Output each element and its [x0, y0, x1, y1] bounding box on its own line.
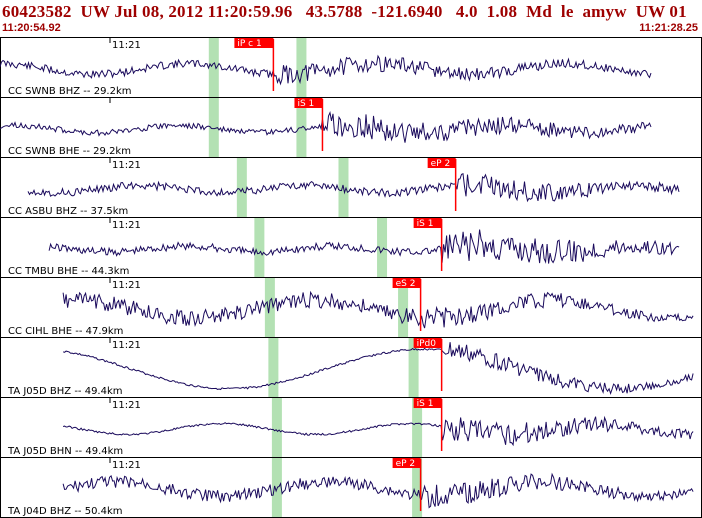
pick-label: eP 2 — [431, 159, 451, 169]
trace-panel[interactable]: 11:21 iPd0 TA J05D BHZ -- 49.4km — [0, 337, 702, 398]
waveform — [27, 172, 680, 203]
s-window-shade — [408, 338, 419, 397]
p-window-shade — [271, 458, 282, 517]
pick-label: iPd0 — [417, 339, 437, 349]
pick-marker[interactable] — [392, 458, 421, 468]
channel-label: CC CIHL BHE -- 47.9km — [8, 326, 123, 337]
pick-marker[interactable] — [392, 278, 421, 288]
waveform — [62, 415, 694, 447]
s-window-shade — [377, 218, 388, 277]
trace-panel[interactable]: 11:21 iS 1 TA J05D BHN -- 49.4km — [0, 397, 702, 458]
pick-label: iS 1 — [417, 219, 434, 229]
pick-label: eP 2 — [396, 459, 416, 469]
p-window-shade — [208, 98, 219, 157]
pick-label: iS 1 — [297, 99, 314, 109]
waveform — [62, 342, 694, 395]
time-tick-label: 11:21 — [112, 460, 141, 471]
channel-label: CC SWNB BHZ -- 29.2km — [8, 86, 132, 97]
trace-panel[interactable]: 11:21 eP 2 TA J04D BHZ -- 50.4km — [0, 457, 702, 518]
s-window-shade — [412, 458, 423, 517]
channel-label: TA J05D BHZ -- 49.4km — [7, 386, 123, 397]
seismogram-panel[interactable]: 11:21 iP c 1 CC SWNB BHZ -- 29.2km iS 1 CC S… — [0, 37, 702, 518]
seismogram-traces[interactable]: 11:21 iP c 1 CC SWNB BHZ -- 29.2km iS 1 CC S… — [0, 37, 702, 518]
waveform — [48, 229, 680, 264]
trace-panel[interactable]: 11:21 iP c 1 CC SWNB BHZ -- 29.2km — [0, 37, 702, 98]
time-tick-label: 11:21 — [112, 220, 141, 231]
panel-frame — [0, 217, 702, 278]
channel-label: CC TMBU BHE -- 44.3km — [8, 266, 129, 277]
time-start-label: 11:20:54.92 — [2, 22, 61, 34]
p-window-shade — [271, 398, 282, 457]
channel-label: TA J04D BHZ -- 50.4km — [7, 506, 123, 517]
pick-label: eS 2 — [396, 279, 416, 289]
pick-marker[interactable] — [413, 338, 442, 348]
waveform — [0, 111, 652, 143]
trace-panel[interactable]: 11:21 iS 1 CC TMBU BHE -- 44.3km — [0, 217, 702, 278]
pick-marker[interactable] — [294, 98, 323, 108]
p-window-shade — [208, 38, 219, 97]
pick-marker[interactable] — [234, 38, 274, 48]
time-tick-label: 11:21 — [112, 280, 141, 291]
waveform — [62, 290, 694, 329]
pick-label: iP c 1 — [237, 39, 261, 49]
time-tick-label: 11:21 — [112, 160, 141, 171]
channel-label: CC SWNB BHE -- 29.2km — [8, 146, 131, 157]
trace-panel[interactable]: 11:21 eP 2 CC ASBU BHZ -- 37.5km — [0, 157, 702, 218]
p-window-shade — [264, 278, 275, 337]
trace-panel[interactable]: iS 1 CC SWNB BHE -- 29.2km — [0, 97, 702, 158]
p-window-shade — [254, 218, 265, 277]
waveform — [62, 472, 694, 509]
pick-marker[interactable] — [413, 398, 442, 408]
pick-label: iS 1 — [417, 399, 434, 409]
time-end-label: 11:21:28.25 — [639, 22, 698, 34]
p-window-shade — [236, 158, 247, 217]
waveform — [0, 54, 652, 86]
panel-frame — [0, 397, 702, 458]
s-window-shade — [412, 398, 423, 457]
trace-panel[interactable]: 11:21 eS 2 CC CIHL BHE -- 47.9km — [0, 277, 702, 338]
time-tick-label: 11:21 — [112, 340, 141, 351]
s-window-shade — [398, 278, 409, 337]
pick-marker[interactable] — [413, 218, 442, 228]
time-tick-label: 11:21 — [112, 400, 141, 411]
panel-frame — [0, 277, 702, 338]
s-window-shade — [296, 38, 307, 97]
p-window-shade — [268, 338, 279, 397]
time-tick-label: 11:21 — [112, 40, 141, 51]
pick-marker[interactable] — [427, 158, 456, 168]
event-title: 60423582 UW Jul 08, 2012 11:20:59.96 43.… — [2, 2, 702, 21]
channel-label: CC ASBU BHZ -- 37.5km — [8, 206, 128, 217]
channel-label: TA J05D BHN -- 49.4km — [7, 446, 123, 457]
event-header: 60423582 UW Jul 08, 2012 11:20:59.96 43.… — [0, 0, 702, 34]
